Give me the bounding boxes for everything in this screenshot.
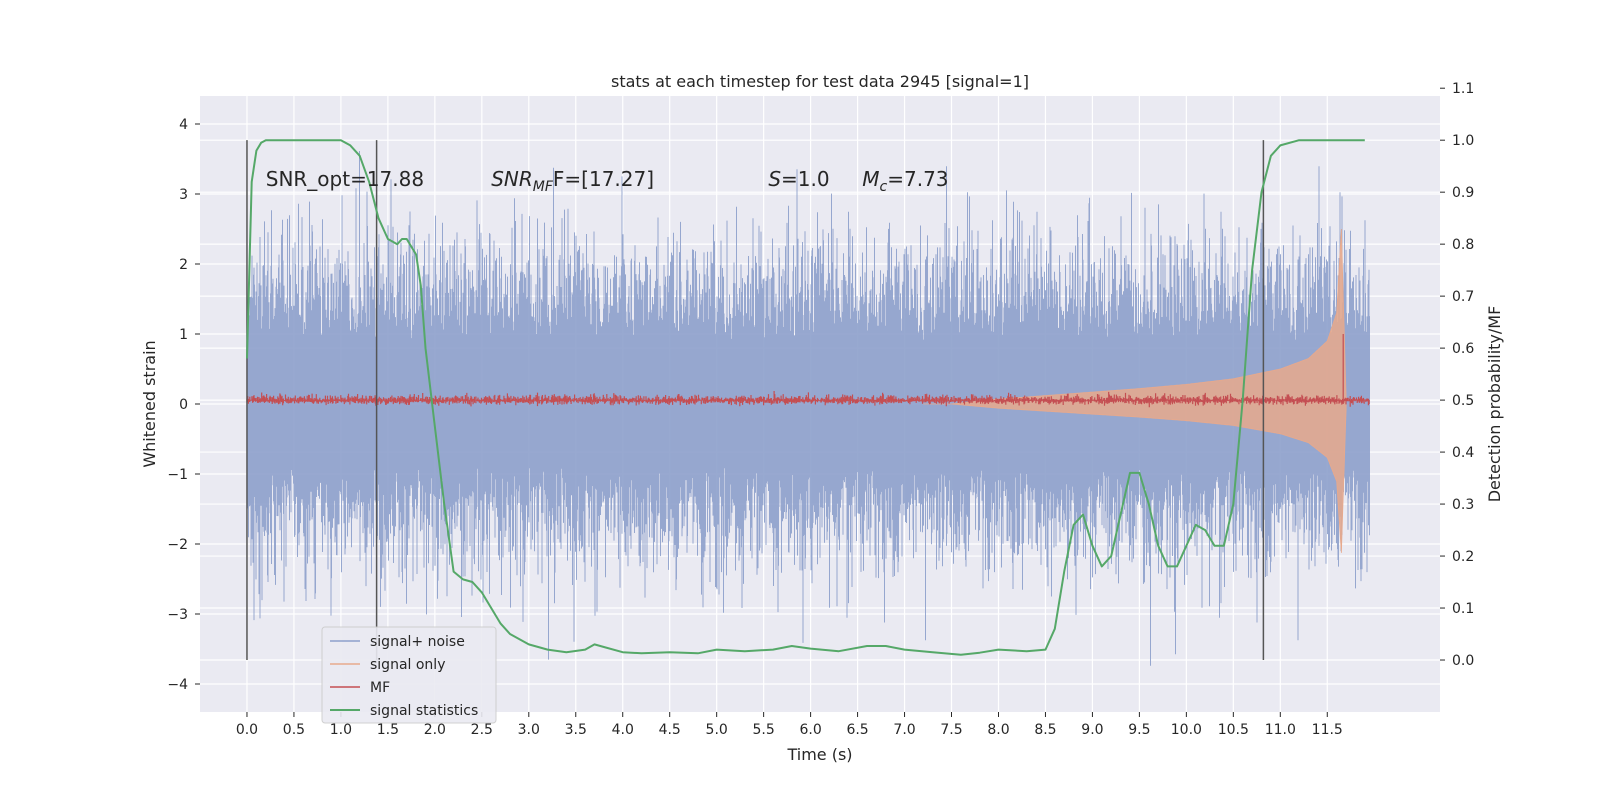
y-tick-label: 0	[179, 397, 188, 413]
legend-label: signal only	[370, 657, 445, 673]
annotation-text: SNR_opt=17.88	[266, 167, 424, 191]
x-tick-label: 3.5	[565, 722, 587, 738]
axes: 0.0 0.5 1.0 1.5 2.0 2.5 3.0 3.5 4.0 4.5 5.0 5.5 6.0 6…	[167, 81, 1474, 738]
x-tick-label: 5.0	[706, 722, 728, 738]
y2-tick-label: 0.3	[1452, 497, 1474, 513]
annotation-text: SNRMFF=[17.27]	[491, 167, 654, 195]
legend-label: signal statistics	[370, 703, 478, 719]
x-tick-label: 0.0	[236, 722, 258, 738]
x-tick-label: 0.5	[283, 722, 305, 738]
y-tick-label: −4	[167, 677, 188, 693]
x-tick-label: 4.0	[612, 722, 634, 738]
x-tick-label: 6.5	[846, 722, 868, 738]
x-tick-label: 2.0	[424, 722, 446, 738]
x-tick-label: 3.0	[518, 722, 540, 738]
y-tick-label: −1	[167, 467, 188, 483]
x-tick-label: 10.5	[1218, 722, 1249, 738]
x-tick-label: 1.0	[330, 722, 352, 738]
legend: signal+ noise signal only MF signal statist…	[321, 626, 497, 724]
annotations: SNR_opt=17.88 SNRMFF=[17.27] S=1.0 Mc=7.73	[266, 167, 949, 195]
y2-tick-label: 0.0	[1452, 653, 1474, 669]
x-tick-label: 8.5	[1034, 722, 1056, 738]
x-tick-label: 2.5	[471, 722, 493, 738]
annotation-text: Mc=7.73	[862, 167, 948, 195]
y2-tick-label: 0.9	[1452, 185, 1474, 201]
legend-box	[321, 626, 497, 724]
y-tick-label: 1	[179, 327, 188, 343]
x-tick-label: 1.5	[377, 722, 399, 738]
y2-tick-label: 1.1	[1452, 81, 1474, 97]
y2-tick-label: 0.2	[1452, 549, 1474, 565]
x-tick-label: 6.0	[799, 722, 821, 738]
x-tick-label: 9.5	[1128, 722, 1150, 738]
y2-tick-label: 0.1	[1452, 601, 1474, 617]
y2-tick-label: 0.7	[1452, 289, 1474, 305]
x-tick-label: 11.0	[1265, 722, 1296, 738]
signal-statistics-line	[246, 139, 1365, 656]
y-tick-label: −3	[167, 607, 188, 623]
annotation-text: S=1.0	[768, 167, 829, 191]
y-tick-label: 2	[179, 257, 188, 273]
y2-axis-label: Detection probability/MF	[1485, 306, 1504, 503]
legend-label: signal+ noise	[370, 634, 465, 650]
y-tick-label: 4	[179, 117, 188, 133]
y2-tick-label: 0.4	[1452, 445, 1474, 461]
y-axis-label: Whitened strain	[140, 340, 159, 467]
x-tick-label: 8.0	[987, 722, 1009, 738]
x-tick-label: 7.5	[940, 722, 962, 738]
x-tick-label: 10.0	[1171, 722, 1202, 738]
vertical-markers	[246, 140, 1265, 661]
y2-tick-label: 0.6	[1452, 341, 1474, 357]
y2-tick-label: 0.8	[1452, 237, 1474, 253]
y2-tick-label: 0.5	[1452, 393, 1474, 409]
chart-title: stats at each timestep for test data 294…	[611, 72, 1029, 91]
x-tick-label: 5.5	[753, 722, 775, 738]
x-tick-label: 9.0	[1081, 722, 1103, 738]
y-tick-label: −2	[167, 537, 188, 553]
signal-statistics-series	[246, 139, 1365, 656]
x-axis-label: Time (s)	[786, 745, 852, 764]
legend-label: MF	[370, 680, 390, 696]
x-tick-label: 7.0	[893, 722, 915, 738]
x-tick-label: 4.5	[659, 722, 681, 738]
y-tick-label: 3	[179, 187, 188, 203]
y2-tick-label: 1.0	[1452, 133, 1474, 149]
x-tick-label: 11.5	[1312, 722, 1343, 738]
